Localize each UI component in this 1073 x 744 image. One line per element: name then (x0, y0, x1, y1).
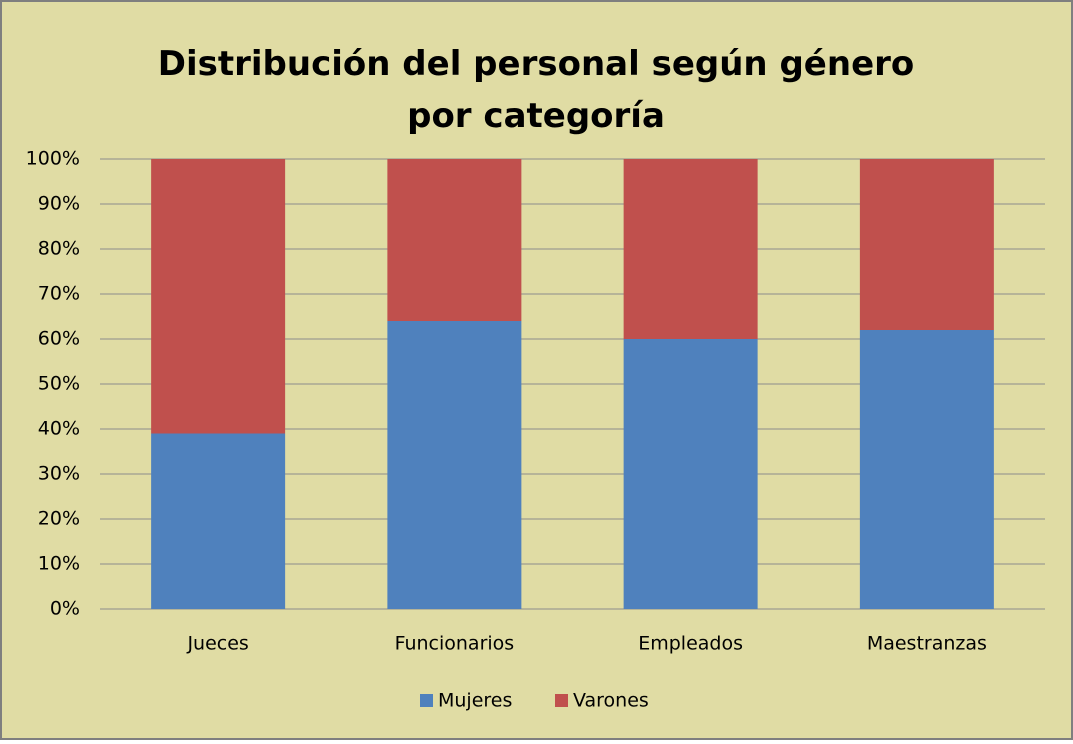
bar-segment (859, 159, 994, 330)
y-tick-label: 50% (38, 373, 80, 395)
chart-title: Distribución del personal según género p… (157, 44, 915, 136)
bar-segment (387, 159, 522, 321)
y-tick-label: 90% (38, 193, 80, 215)
y-tick-label: 70% (38, 283, 80, 305)
y-tick-label: 0% (50, 598, 80, 620)
y-tick-label: 60% (38, 328, 80, 350)
bar-segment (151, 159, 286, 434)
y-tick-label: 30% (38, 463, 80, 485)
y-tick-label: 10% (38, 553, 80, 575)
legend-swatch (420, 694, 433, 707)
x-tick-label: Funcionarios (395, 633, 515, 655)
bar-segment (623, 159, 758, 339)
x-tick-label: Empleados (638, 633, 743, 655)
legend-label: Varones (573, 690, 649, 712)
y-tick-label: 100% (26, 148, 80, 170)
y-tick-label: 20% (38, 508, 80, 530)
y-tick-label: 80% (38, 238, 80, 260)
bar-segment (623, 339, 758, 609)
bar-segment (151, 433, 286, 609)
bar-segment (387, 321, 522, 609)
bar-segment (859, 330, 994, 609)
y-tick-label: 40% (38, 418, 80, 440)
legend-swatch (555, 694, 568, 707)
legend-label: Mujeres (438, 690, 512, 712)
x-tick-label: Jueces (186, 633, 248, 655)
x-tick-label: Maestranzas (867, 633, 987, 655)
